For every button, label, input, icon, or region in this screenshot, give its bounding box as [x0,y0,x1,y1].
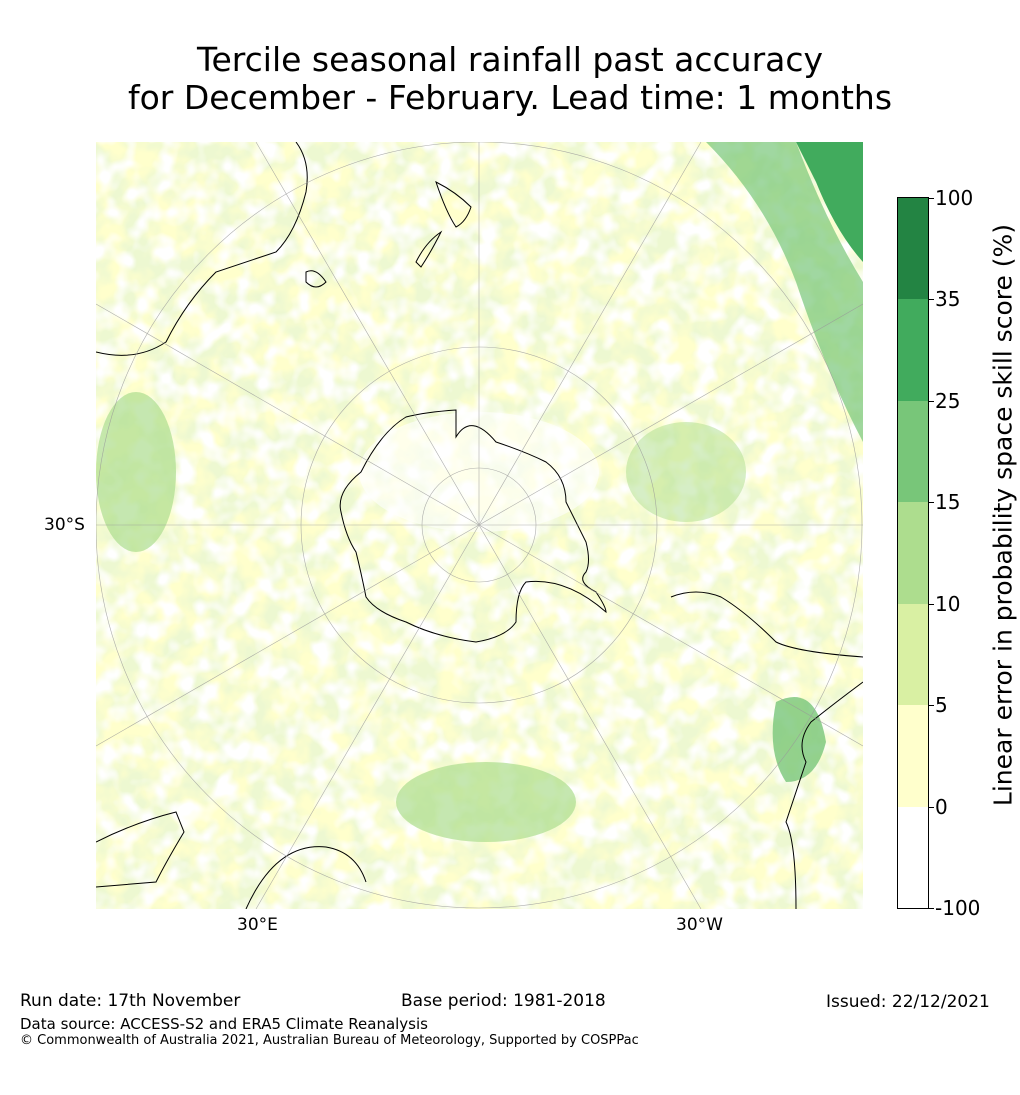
high-skill-zone-ne [796,142,863,262]
colorbar-tick-label: 15 [935,490,961,515]
colorbar-tick-mark [929,603,934,605]
data-source: Data source: ACCESS-S2 and ERA5 Climate … [20,1015,428,1033]
colorbar-tick-mark [929,198,934,199]
lat-label-30s: 30°S [44,515,85,535]
colorbar-tick-mark [929,400,934,402]
medium-skill-zone-south [396,762,576,842]
medium-skill-zone-west [96,392,176,552]
colorbar-bin [898,400,928,503]
meridian-150e [255,142,480,526]
colorbar-label: Linear error in probability space skill … [988,223,1018,807]
antarctica-outline [339,409,607,643]
base-period: Base period: 1981-2018 [401,991,606,1011]
meridian-30e [255,524,480,909]
meridian-60e [96,524,480,747]
map-title-line-2: for December - February. Lead time: 1 mo… [127,78,893,117]
colorbar [897,197,929,909]
map-title-line-1: Tercile seasonal rainfall past accuracy [196,40,824,79]
meridian-120w [478,303,863,526]
lon-label-30w: 30°W [676,915,723,935]
meridian-30w [478,524,702,909]
colorbar-tick-label: 35 [935,287,961,312]
colorbar-tick-mark [929,806,934,808]
tasmania-outline [305,270,327,288]
colorbar-tick-label: -100 [935,896,981,920]
south-america-outline [670,591,863,909]
colorbar-tick-label: 0 [935,794,948,819]
colorbar-bin [898,705,928,807]
issued-date: Issued: 22/12/2021 [826,992,990,1012]
meridian-120e [96,303,480,526]
meridian-60w [478,524,863,747]
run-date: Run date: 17th November [20,991,241,1011]
africa-outline [96,811,367,909]
colorbar-tick-label: 5 [935,693,948,718]
copyright: © Commonwealth of Australia 2021, Austra… [20,1033,639,1048]
colorbar-bin [898,198,928,300]
lon-label-30e: 30°E [237,915,278,935]
colorbar-bin [898,502,928,604]
colorbar-bin [898,299,928,401]
colorbar-tick-mark [929,908,934,909]
skill-score-map [96,142,863,909]
colorbar-tick-mark [929,502,934,504]
colorbar-bin [898,806,928,908]
new-zealand-north [435,181,472,228]
medium-skill-zone-east [626,422,746,522]
colorbar-tick-label: 25 [935,388,961,413]
colorbar-tick-label: 10 [935,591,961,616]
colorbar-tick-mark [929,299,934,301]
meridian-150w [478,142,702,526]
colorbar-tick-mark [929,705,934,707]
australia-outline [96,142,308,356]
new-zealand-south [415,230,443,268]
high-skill-zone-east [772,697,826,782]
graticule [96,142,863,909]
colorbar-bin [898,603,928,706]
colorbar-tick-label: 100 [935,186,974,210]
coastlines [96,142,863,909]
high-skill-zone-ne-outer [706,142,863,442]
